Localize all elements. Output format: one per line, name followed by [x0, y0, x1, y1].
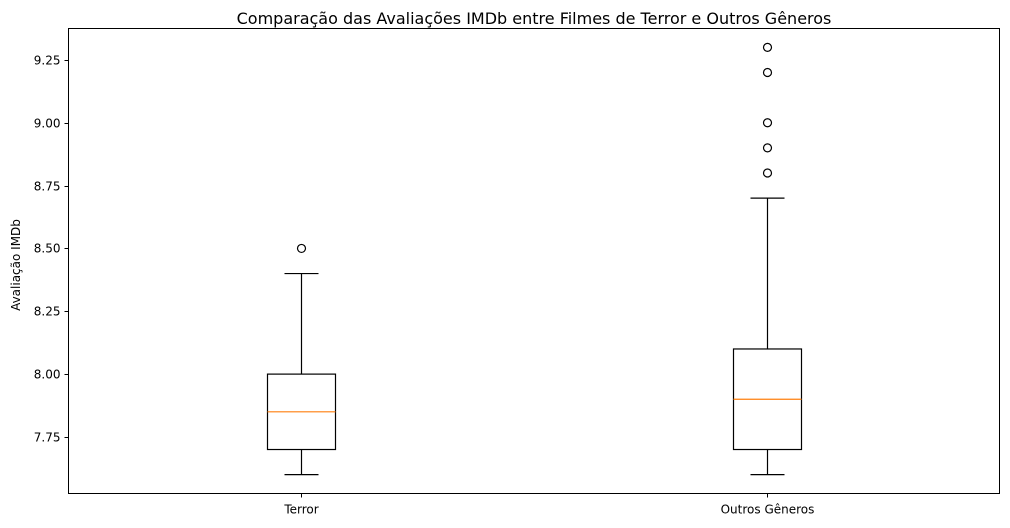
chart-marks: 7.75 8.00 8.25 8.50 8.75 9.00 9.25 Terror Outros… — [34, 42, 815, 517]
outlier-point — [762, 67, 773, 78]
outlier-point — [762, 143, 773, 153]
y-tick-label: 8.75 — [34, 180, 61, 194]
x-tick-label: Outros Gêneros — [721, 503, 815, 517]
outlier-point — [762, 168, 773, 178]
chart-title: Comparação das Avaliações IMDb entre Fil… — [237, 9, 832, 28]
y-tick-label: 8.25 — [34, 305, 61, 319]
plot-area-frame — [68, 28, 1000, 494]
y-tick-label: 9.00 — [34, 117, 61, 131]
outlier-point — [762, 118, 773, 128]
y-tick-label: 8.50 — [34, 242, 61, 256]
y-tick-label: 8.00 — [34, 368, 61, 382]
outlier-point — [296, 243, 307, 254]
x-tick-label: Terror — [283, 503, 318, 517]
y-axis-label: Avaliação IMDb — [9, 219, 23, 311]
outlier-point — [762, 42, 773, 52]
y-tick-label: 7.75 — [34, 431, 61, 445]
y-tick-label: 9.25 — [34, 54, 61, 68]
